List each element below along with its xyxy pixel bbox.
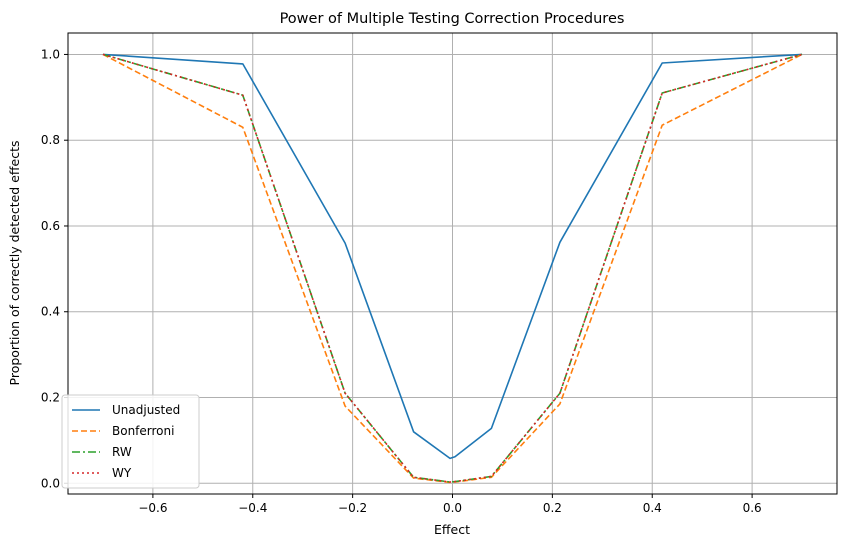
y-axis: 0.0 0.2 0.4 0.6 0.8 1.0 xyxy=(41,47,68,490)
legend-frame xyxy=(61,394,200,489)
legend-label-unadjusted: Unadjusted xyxy=(112,403,180,417)
legend-label-rw: RW xyxy=(112,445,132,459)
chart-title: Power of Multiple Testing Correction Pro… xyxy=(280,11,625,27)
legend-label-bonferroni: Bonferroni xyxy=(112,424,174,438)
legend-label-wy: WY xyxy=(112,466,132,480)
x-tick-label: −0.6 xyxy=(138,501,167,515)
series-lines xyxy=(102,53,803,484)
series-line-bonferroni xyxy=(102,53,803,484)
y-tick-label: 0.4 xyxy=(41,305,60,319)
x-tick-label: −0.4 xyxy=(238,501,267,515)
x-axis-label: Effect xyxy=(434,522,470,537)
y-tick-label: 1.0 xyxy=(41,47,60,61)
x-tick-label: −0.2 xyxy=(338,501,367,515)
y-tick-label: 0.0 xyxy=(41,476,60,490)
series-line-rw xyxy=(102,53,803,483)
y-tick-label: 0.8 xyxy=(41,133,60,147)
x-tick-label: 0.4 xyxy=(643,501,662,515)
x-tick-label: 0.6 xyxy=(743,501,762,515)
x-tick-label: 0.0 xyxy=(443,501,462,515)
y-axis-label: Proportion of correctly detected effects xyxy=(7,141,22,386)
legend: Unadjusted Bonferroni RW WY xyxy=(61,394,200,489)
y-tick-label: 0.6 xyxy=(41,219,60,233)
x-tick-label: 0.2 xyxy=(543,501,562,515)
series-line-unadjusted xyxy=(102,53,803,460)
x-axis: −0.6 −0.4 −0.2 0.0 0.2 0.4 0.6 xyxy=(138,494,762,515)
y-tick-label: 0.2 xyxy=(41,391,60,405)
